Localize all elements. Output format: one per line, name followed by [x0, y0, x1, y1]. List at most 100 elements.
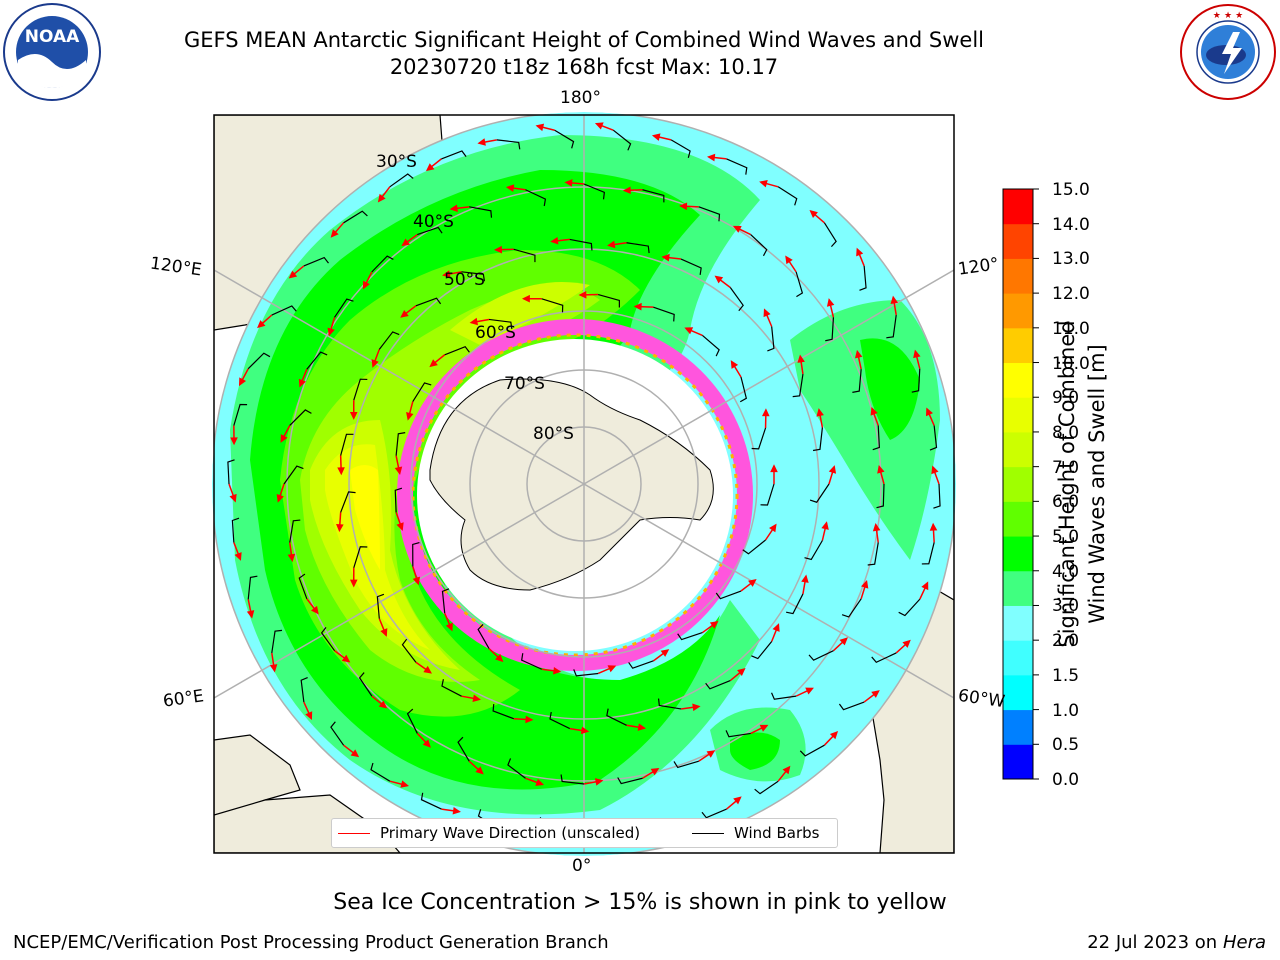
wave-arrowhead [400, 780, 409, 788]
wave-arrowhead [429, 359, 438, 368]
wave-arrowhead [856, 247, 864, 257]
wave-arrowhead [412, 576, 420, 586]
footer-credit: NCEP/EMC/Verification Post Processing Pr… [13, 932, 609, 953]
wave-arrowhead [535, 123, 545, 132]
wind-barb [771, 692, 797, 700]
wave-arrowhead [371, 359, 379, 368]
colorbar-tick-label: 5.0 [1052, 527, 1080, 548]
wind-barb [606, 708, 627, 726]
wave-arrowhead [594, 122, 604, 130]
wave-arrowhead [477, 138, 486, 146]
wave-arrowhead [406, 412, 414, 421]
legend-label-wave: Primary Wave Direction (unscaled) [380, 824, 641, 842]
wind-barb [227, 459, 235, 485]
wind-barb [767, 326, 775, 352]
colorbar-tick-label: 1.0 [1052, 700, 1080, 721]
lat-label-70s: 70°S [504, 374, 545, 394]
wind-barb [569, 238, 593, 251]
wind-barb [395, 432, 406, 456]
wind-barb [549, 711, 571, 730]
wave-arrowhead [525, 715, 534, 724]
wave-arrowhead [759, 724, 769, 732]
wind-barb [859, 265, 867, 291]
wave-arrowhead [921, 581, 929, 591]
wind-barb [867, 542, 879, 566]
wind-barb [729, 287, 744, 312]
colorbar-segment [1003, 501, 1033, 537]
wind-barb [838, 701, 865, 711]
wind-barbs [227, 129, 941, 839]
wave-arrowhead [298, 378, 306, 388]
wave-arrowhead [650, 767, 660, 776]
wave-arrowhead [763, 308, 771, 318]
wave-arrowhead [578, 291, 587, 299]
wind-barb [370, 762, 391, 782]
wave-arrowhead [816, 408, 824, 417]
wave-arrowhead [505, 184, 515, 192]
wind-barb [376, 593, 385, 619]
wind-barb [444, 345, 470, 356]
lat-label-50s: 50°S [444, 270, 485, 290]
colorbar-tick-label: 14.0 [1052, 214, 1090, 235]
wind-barb [412, 382, 432, 402]
colorbar-segment [1003, 709, 1033, 745]
wave-arrowhead [902, 639, 911, 648]
colorbar [1002, 188, 1039, 780]
wind-barb [673, 760, 699, 769]
colorbar-tick-label: 3.0 [1052, 596, 1080, 617]
wind-barb [933, 483, 941, 509]
colorbar-segment [1003, 362, 1033, 398]
wave-arrowhead [684, 327, 694, 335]
legend-item-wave-direction: Primary Wave Direction (unscaled) [338, 824, 640, 842]
lat-label-40s: 40°S [413, 212, 454, 232]
wave-arrowhead [913, 349, 921, 359]
wind-barb [911, 368, 921, 393]
wave-arrowhead [732, 225, 742, 233]
wind-barb [469, 206, 493, 218]
colorbar-segment [1003, 223, 1033, 259]
wave-arrowhead [870, 406, 878, 416]
lat-label-80s: 80°S [533, 424, 574, 444]
colorbar-tick-label: 10.0 [1052, 353, 1090, 374]
wave-arrowhead [552, 666, 562, 675]
wave-arrowhead [925, 407, 933, 417]
wind-barb [795, 271, 804, 298]
wave-arrowhead [494, 245, 503, 254]
wind-barb [343, 210, 368, 224]
wave-arrowhead [829, 730, 839, 740]
wave-arrowhead [805, 687, 814, 695]
colorbar-tick-label: 0.5 [1052, 735, 1080, 756]
legend-swatch-red [338, 833, 370, 834]
legend-item-wind-barbs: Wind Barbs [692, 824, 819, 842]
wave-arrowhead [801, 574, 809, 583]
wave-arrowhead [472, 694, 481, 703]
wind-barb [271, 305, 297, 316]
wave-arrowhead [709, 621, 719, 629]
colorbar-tick-label: 6.0 [1052, 492, 1080, 513]
wave-arrowhead [854, 349, 863, 359]
wind-barb [289, 519, 301, 543]
wind-barb [751, 641, 773, 660]
wind-barb [389, 173, 414, 188]
wave-arrowhead [607, 240, 616, 249]
wave-arrowhead [660, 649, 670, 657]
wave-arrowhead [442, 270, 451, 278]
wave-arrowhead [445, 622, 453, 632]
colorbar-segment [1003, 570, 1033, 606]
wind-barb [513, 248, 536, 263]
colorbar-tick-label: 15.0 [1052, 180, 1090, 200]
colorbar-segment [1003, 466, 1033, 502]
wave-arrowhead [929, 522, 938, 531]
wind-barb [657, 698, 682, 710]
wind-barb [750, 234, 768, 257]
wind-barb [441, 588, 450, 614]
wave-arrowhead [535, 778, 545, 786]
wind-barb [715, 590, 742, 600]
wind-barb [617, 777, 643, 785]
wave-arrowhead [521, 294, 530, 303]
wind-barb [560, 774, 585, 785]
wind-barb [628, 660, 654, 669]
wave-arrowhead [761, 408, 770, 417]
wind-barb [247, 575, 258, 600]
wind-barb [492, 703, 514, 720]
